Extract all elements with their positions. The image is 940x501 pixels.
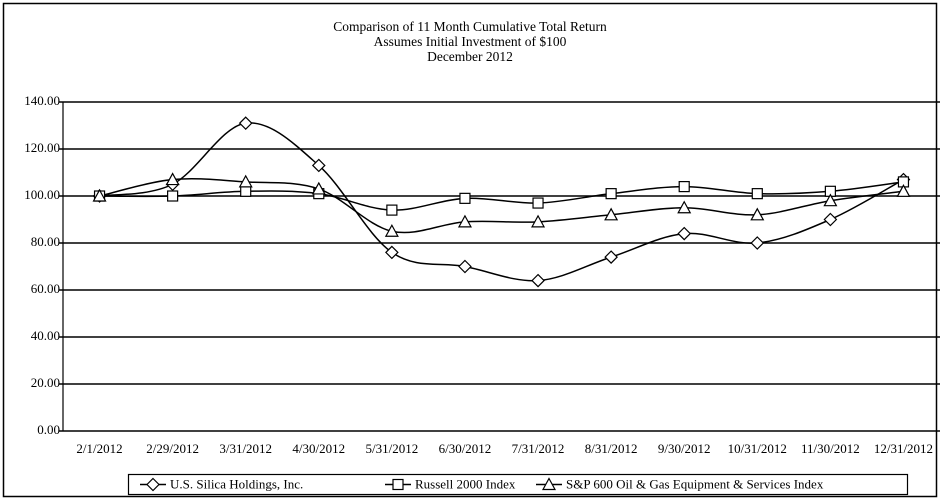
marker	[240, 185, 252, 197]
marker	[165, 172, 180, 186]
marker	[750, 236, 765, 250]
marker	[459, 192, 471, 204]
legend-label: Russell 2000 Index	[415, 476, 516, 491]
chart-title: Comparison of 11 Month Cumulative Total …	[333, 19, 607, 34]
marker	[823, 212, 838, 227]
y-tick-label: 60.00	[31, 281, 60, 296]
x-tick-label: 6/30/2012	[439, 441, 492, 456]
marker	[750, 207, 765, 221]
legend-marker	[541, 477, 557, 491]
y-tick-label: 20.00	[31, 375, 60, 390]
marker	[751, 188, 763, 200]
marker	[532, 197, 544, 209]
marker	[605, 188, 617, 200]
y-tick-label: 100.00	[24, 187, 60, 202]
marker	[311, 158, 326, 173]
marker	[896, 184, 911, 197]
marker	[385, 245, 399, 260]
x-tick-label: 2/29/2012	[146, 441, 199, 456]
x-tick-label: 3/31/2012	[219, 441, 272, 456]
x-tick-label: 5/31/2012	[366, 441, 419, 456]
x-tick-label: 10/31/2012	[728, 441, 787, 456]
x-tick-label: 8/31/2012	[585, 441, 638, 456]
y-tick-label: 40.00	[31, 328, 60, 343]
x-tick-label: 2/1/2012	[76, 441, 122, 456]
legend-box	[127, 473, 909, 496]
series-line	[99, 122, 904, 282]
marker	[531, 273, 545, 288]
x-tick-label: 4/30/2012	[292, 441, 345, 456]
marker	[311, 181, 326, 195]
x-tick-label: 9/30/2012	[658, 441, 711, 456]
marker	[384, 223, 399, 237]
y-tick-label: 0.00	[37, 422, 60, 437]
y-tick-label: 80.00	[31, 234, 60, 249]
marker	[531, 214, 546, 228]
marker	[167, 190, 179, 202]
marker	[238, 174, 253, 188]
marker	[677, 200, 692, 214]
chart-subtitle: Assumes Initial Investment of $100	[374, 34, 567, 49]
marker	[238, 116, 253, 130]
legend-label: S&P 600 Oil & Gas Equipment & Services I…	[566, 476, 824, 491]
marker	[386, 204, 398, 216]
x-tick-label: 11/30/2012	[801, 441, 860, 456]
marker	[677, 226, 692, 241]
marker	[823, 193, 838, 207]
series-line	[99, 181, 904, 211]
marker	[678, 181, 690, 193]
marker	[604, 207, 619, 221]
marker	[457, 214, 472, 228]
series-line	[99, 177, 904, 234]
legend-marker	[146, 477, 160, 492]
legend-label: U.S. Silica Holdings, Inc.	[170, 476, 303, 491]
marker	[92, 188, 107, 202]
chart-subtitle: December 2012	[427, 49, 513, 64]
x-tick-label: 7/31/2012	[512, 441, 565, 456]
y-tick-label: 140.00	[24, 93, 60, 108]
marker	[604, 250, 618, 264]
marker	[458, 259, 472, 274]
y-tick-label: 120.00	[24, 140, 60, 155]
legend-marker	[392, 478, 404, 491]
x-tick-label: 12/31/2012	[874, 441, 933, 456]
